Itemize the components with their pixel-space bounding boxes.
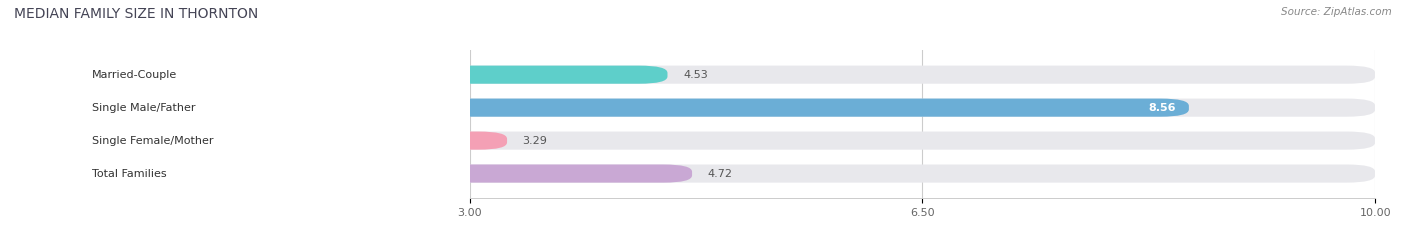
- Text: Source: ZipAtlas.com: Source: ZipAtlas.com: [1281, 7, 1392, 17]
- Text: 3.29: 3.29: [523, 136, 547, 146]
- FancyBboxPatch shape: [82, 132, 1375, 150]
- Text: Married-Couple: Married-Couple: [91, 70, 177, 80]
- FancyBboxPatch shape: [82, 164, 692, 183]
- Text: Single Male/Father: Single Male/Father: [91, 103, 195, 113]
- Text: Total Families: Total Families: [91, 168, 166, 178]
- FancyBboxPatch shape: [82, 99, 1375, 117]
- Text: 8.56: 8.56: [1149, 103, 1175, 113]
- FancyBboxPatch shape: [82, 132, 508, 150]
- Text: 4.72: 4.72: [707, 168, 733, 178]
- Text: 4.53: 4.53: [683, 70, 707, 80]
- FancyBboxPatch shape: [82, 99, 1189, 117]
- FancyBboxPatch shape: [82, 66, 1375, 84]
- Text: MEDIAN FAMILY SIZE IN THORNTON: MEDIAN FAMILY SIZE IN THORNTON: [14, 7, 259, 21]
- FancyBboxPatch shape: [82, 164, 1375, 183]
- FancyBboxPatch shape: [82, 66, 668, 84]
- Text: Single Female/Mother: Single Female/Mother: [91, 136, 214, 146]
